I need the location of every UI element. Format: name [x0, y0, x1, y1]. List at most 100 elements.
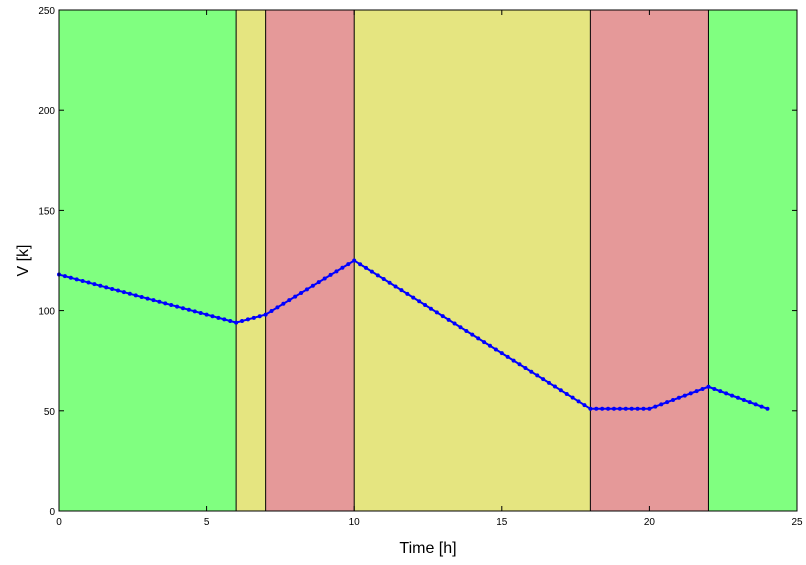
background-band: [354, 10, 591, 511]
series-point: [700, 386, 705, 391]
series-point: [175, 304, 180, 309]
series-point: [611, 406, 616, 411]
series-point: [558, 388, 563, 393]
series-point: [505, 354, 510, 359]
series-point: [346, 262, 351, 267]
series-point: [210, 314, 215, 319]
background-band: [59, 10, 237, 511]
x-tick-label: 15: [496, 517, 508, 528]
x-tick-label: 10: [349, 517, 361, 528]
series-point: [98, 283, 103, 288]
series-point: [434, 310, 439, 315]
series-point: [635, 406, 640, 411]
series-point: [665, 400, 670, 405]
series-point: [735, 395, 740, 400]
series-point: [192, 309, 197, 314]
series-point: [127, 291, 132, 296]
series-point: [328, 272, 333, 277]
y-axis-label: V [k]: [15, 244, 32, 276]
y-tick-label: 0: [49, 507, 55, 518]
series-point: [535, 373, 540, 378]
series-point: [623, 406, 628, 411]
plot-frame: [58, 9, 798, 512]
series-point: [629, 406, 634, 411]
series-point: [730, 393, 735, 398]
series-point: [180, 306, 185, 311]
series-point: [653, 404, 658, 409]
background-bands: [59, 10, 797, 511]
series-point: [741, 397, 746, 402]
series-point: [234, 320, 239, 325]
y-tick-label: 200: [38, 106, 55, 117]
series-point: [417, 299, 422, 304]
y-tick-labels: 0 50 100 150 200 250: [38, 6, 55, 518]
series-point: [316, 280, 321, 285]
series-point: [718, 389, 723, 394]
series-point: [340, 265, 345, 270]
background-band: [708, 10, 797, 511]
series-point: [470, 332, 475, 337]
background-band: [590, 10, 709, 511]
y-tick-label: 250: [38, 6, 55, 17]
series-point: [659, 402, 664, 407]
series-point: [564, 391, 569, 396]
series-point: [511, 358, 516, 363]
series-point: [198, 311, 203, 316]
series-point: [133, 293, 138, 298]
series-point: [222, 317, 227, 322]
series-point: [121, 290, 126, 295]
series-point: [688, 391, 693, 396]
series-point: [588, 406, 593, 411]
series-point: [759, 404, 764, 409]
x-tick-label: 5: [204, 517, 210, 528]
tick-marks: [58, 9, 798, 512]
series-point: [375, 273, 380, 278]
series-point: [104, 285, 109, 290]
series-point: [145, 296, 150, 301]
series-point: [765, 406, 770, 411]
y-tick-label: 50: [44, 407, 56, 418]
series-point: [257, 314, 262, 319]
x-tick-label: 0: [56, 517, 62, 528]
series-point: [186, 307, 191, 312]
series-point: [676, 395, 681, 400]
series-point: [747, 400, 752, 405]
series-point: [682, 393, 687, 398]
x-tick-label: 25: [791, 517, 803, 528]
series-point: [712, 386, 717, 391]
series-point: [381, 277, 386, 282]
series-point: [304, 287, 309, 292]
series-point: [517, 362, 522, 367]
series-point: [523, 366, 528, 371]
series-point: [251, 315, 256, 320]
series-point: [482, 340, 487, 345]
series-point: [458, 325, 463, 330]
series-group: [57, 258, 770, 411]
x-tick-labels: 0 5 10 15 20 25: [56, 517, 803, 528]
series-point: [216, 315, 221, 320]
series-point: [263, 312, 268, 317]
series-point: [240, 319, 245, 324]
series-point: [80, 278, 85, 283]
series-point: [110, 286, 115, 291]
series-point: [169, 302, 174, 307]
series-point: [269, 309, 274, 314]
series-point: [423, 302, 428, 307]
series-point: [493, 347, 498, 352]
series-point: [594, 406, 599, 411]
series-point: [322, 276, 327, 281]
series-point: [275, 305, 280, 310]
series-point: [334, 269, 339, 274]
series-point: [617, 406, 622, 411]
series-point: [671, 397, 676, 402]
series-point: [541, 377, 546, 382]
series-point: [582, 403, 587, 408]
series-point: [163, 301, 168, 306]
series-point: [552, 384, 557, 389]
background-band: [236, 10, 266, 511]
x-axis-label: Time [h]: [399, 540, 456, 557]
y-tick-label: 100: [38, 307, 55, 318]
y-tick-label: 150: [38, 206, 55, 217]
series-point: [369, 269, 374, 274]
